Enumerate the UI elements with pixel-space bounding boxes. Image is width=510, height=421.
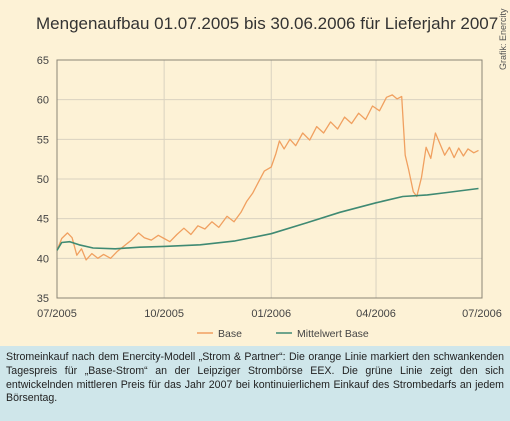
y-tick-label: 35 [37, 293, 49, 305]
y-tick-label: 40 [37, 253, 49, 265]
y-tick-label: 45 [37, 214, 49, 226]
x-tick-label: 04/2006 [356, 308, 396, 320]
x-tick-label: 07/2005 [37, 308, 77, 320]
figure-caption: Stromeinkauf nach dem Enercity-Modell „S… [6, 351, 504, 405]
series-line-mittelwert-base [56, 187, 479, 251]
plot-panel [0, 0, 510, 346]
x-tick-label: 01/2006 [251, 308, 291, 320]
y-tick-label: 55 [37, 134, 49, 146]
y-tick-label: 65 [37, 55, 49, 67]
y-tick-label: 50 [37, 174, 49, 186]
line-chart: 35 40 45 50 55 60 65 07/2005 10/2005 01/2006 04/20… [37, 55, 502, 340]
series-line-base [56, 94, 479, 261]
x-tick-label: 07/2006 [462, 308, 502, 320]
plot-area-frame [56, 59, 483, 299]
x-tick-label: 10/2005 [144, 308, 184, 320]
y-tick-label: 60 [37, 95, 49, 107]
legend-label: Base [218, 328, 242, 340]
legend-label: Mittelwert Base [297, 328, 369, 340]
chart-title: Mengenaufbau 01.07.2005 bis 30.06.2006 f… [36, 14, 499, 33]
